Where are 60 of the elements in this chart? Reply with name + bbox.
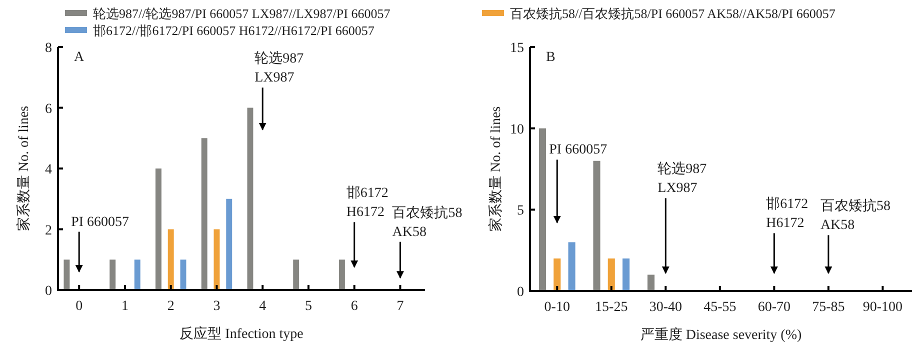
- x-tick-label: 30-40: [649, 300, 682, 315]
- y-tick-label: 6: [45, 102, 52, 117]
- y-tick-label: 8: [45, 41, 52, 56]
- annotation: 邯6172 H6172: [346, 185, 388, 220]
- x-tick-label: 15-25: [595, 300, 628, 315]
- legend-label: 百农矮抗58//百农矮抗58/PI 660057 AK58//AK58/PI 660057: [510, 6, 836, 21]
- x-tick-label: 45-55: [704, 300, 736, 315]
- y-axis-title: 家系数量 No. of lines: [16, 106, 32, 232]
- y-axis-title: 家系数量 No. of lines: [488, 106, 504, 232]
- bar: [538, 128, 546, 291]
- y-tick-label: 4: [45, 162, 52, 178]
- bar: [110, 260, 116, 290]
- annotation: 邯6172 H6172: [766, 196, 808, 232]
- bar: [568, 242, 576, 291]
- bar: [293, 260, 300, 290]
- bar: [134, 260, 140, 290]
- bar: [226, 198, 232, 290]
- x-tick-label: 7: [396, 299, 404, 314]
- x-tick-label: 60-70: [758, 300, 791, 315]
- bar: [593, 160, 600, 291]
- x-tick-label: 0-10: [544, 300, 570, 315]
- bar: [214, 229, 220, 290]
- x-tick-label: 90-100: [862, 300, 903, 315]
- x-tick-label: 4: [259, 299, 266, 314]
- bar: [608, 258, 615, 291]
- bar: [647, 274, 655, 291]
- y-tick-label: 10: [510, 122, 524, 138]
- bar: [554, 258, 561, 291]
- x-tick-label: 75-85: [812, 300, 845, 315]
- y-tick-label: 2: [45, 223, 52, 238]
- bar: [64, 260, 70, 290]
- y-tick-label: 0: [517, 285, 524, 300]
- bar: [201, 138, 208, 290]
- legend-label: 轮选987//轮选987/PI 660057 LX987//LX987/PI 660057: [93, 6, 391, 21]
- x-tick-label: 2: [167, 299, 174, 314]
- annotation: A: [74, 50, 85, 65]
- bar: [180, 260, 186, 290]
- x-axis-title: 反应型 Infection type: [180, 326, 304, 342]
- legend-label: 邯6172//邯6172/PI 660057 H6172//H6172/PI 660057: [93, 23, 375, 38]
- y-tick-label: 15: [510, 41, 524, 56]
- annotation: 轮选987 LX987: [254, 50, 304, 86]
- bar: [168, 229, 174, 290]
- x-tick-label: 5: [304, 299, 312, 314]
- annotation: 轮选987 LX987: [658, 161, 707, 196]
- x-tick-label: 3: [213, 299, 220, 314]
- y-tick-label: 0: [45, 284, 52, 299]
- annotation: PI 660057: [549, 142, 608, 158]
- x-axis-title: 严重度 Disease severity (%): [640, 327, 802, 343]
- bar: [247, 108, 254, 290]
- annotation: B: [546, 50, 556, 65]
- annotation: 百农矮抗58 AK58: [820, 198, 890, 234]
- x-tick-label: 0: [76, 299, 83, 314]
- y-tick-label: 5: [517, 204, 524, 219]
- x-tick-label: 6: [350, 299, 358, 314]
- annotation: PI 660057: [71, 214, 130, 230]
- x-tick-label: 1: [121, 299, 128, 314]
- bar: [622, 258, 630, 291]
- annotation: 百农矮抗58 AK58: [392, 204, 462, 240]
- bar: [338, 260, 345, 290]
- bar: [155, 168, 162, 290]
